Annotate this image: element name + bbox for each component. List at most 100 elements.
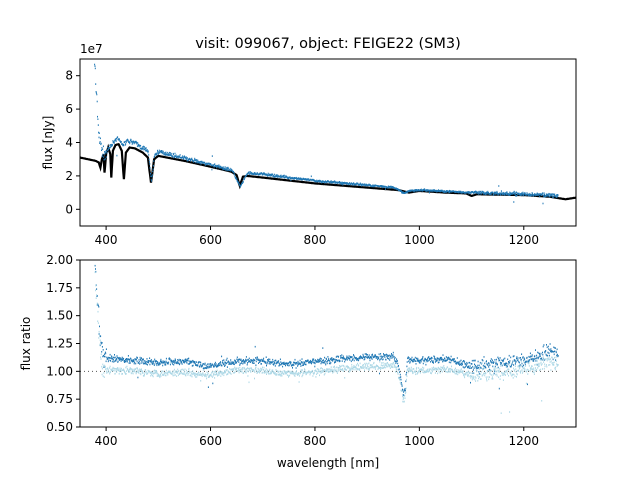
data-point [278,373,280,375]
data-point [436,359,437,361]
data-point [396,366,398,369]
data-point [102,349,104,351]
data-point [127,368,129,371]
data-point [175,370,177,372]
data-point [348,355,350,357]
data-point [154,358,156,361]
data-point [541,363,543,365]
data-point [316,368,318,370]
data-point [116,358,118,361]
data-point [539,355,541,358]
data-point [205,367,207,369]
data-point [330,181,332,183]
data-point [174,362,176,364]
data-point [267,360,269,362]
data-point [426,359,428,361]
data-point [344,377,346,379]
data-point [346,365,348,367]
data-point [288,177,290,180]
data-point [463,375,465,377]
data-point [137,142,139,144]
data-point [402,395,403,398]
data-point [224,361,226,363]
data-point [534,355,536,357]
data-point [337,370,339,373]
data-point [302,362,304,364]
data-point [280,174,282,177]
data-point [364,353,366,355]
data-point [138,370,140,372]
data-point [390,363,392,365]
data-point [445,191,447,193]
data-point [100,335,102,338]
data-point [522,356,524,358]
data-point [461,370,463,372]
data-point [316,373,318,375]
data-point [141,372,143,374]
data-point [555,360,557,363]
data-point [463,366,465,369]
data-point [403,400,405,403]
data-point [539,359,541,361]
data-point [286,364,288,367]
data-point [428,356,430,358]
data-point [204,362,206,365]
data-point [249,361,251,363]
data-point [409,361,411,363]
data-point [486,378,487,380]
data-point [157,362,159,364]
data-point [147,360,149,362]
data-point [375,357,377,359]
data-point [397,362,399,365]
data-point [407,369,409,372]
data-point [300,371,302,373]
data-point [159,376,161,379]
data-point [340,181,342,184]
data-point [405,391,407,394]
data-point [206,367,208,370]
data-point [108,371,110,374]
data-point [286,371,288,373]
data-point [218,363,220,365]
data-point [282,176,284,178]
data-point [369,357,371,360]
data-point [233,371,235,374]
data-point [254,172,256,175]
data-point [249,367,251,370]
data-point [531,354,533,356]
data-point [190,371,192,373]
data-point [176,372,178,374]
data-point [95,289,96,292]
data-point [241,360,243,363]
data-point [136,367,138,369]
data-point [200,380,202,382]
data-point [184,361,186,363]
data-point [129,367,131,369]
data-point [456,357,458,359]
data-point [532,358,534,360]
data-point [550,358,551,360]
data-point [154,360,156,362]
data-point [526,192,528,194]
data-point [360,183,362,186]
data-point [113,142,115,144]
data-point [194,374,195,377]
series-data [94,63,559,205]
data-point [537,351,539,354]
data-point [340,368,342,370]
data-point [139,144,141,147]
data-point [222,167,223,169]
data-point [127,139,129,142]
data-point [318,368,320,371]
data-point [470,375,471,377]
data-point [335,356,337,358]
data-point [553,353,555,356]
data-point [390,185,392,188]
data-point [321,361,323,364]
data-point [548,194,549,197]
data-point [377,357,379,359]
data-point [480,378,482,380]
data-point [551,193,553,195]
data-point [557,195,559,197]
data-point [206,365,208,368]
